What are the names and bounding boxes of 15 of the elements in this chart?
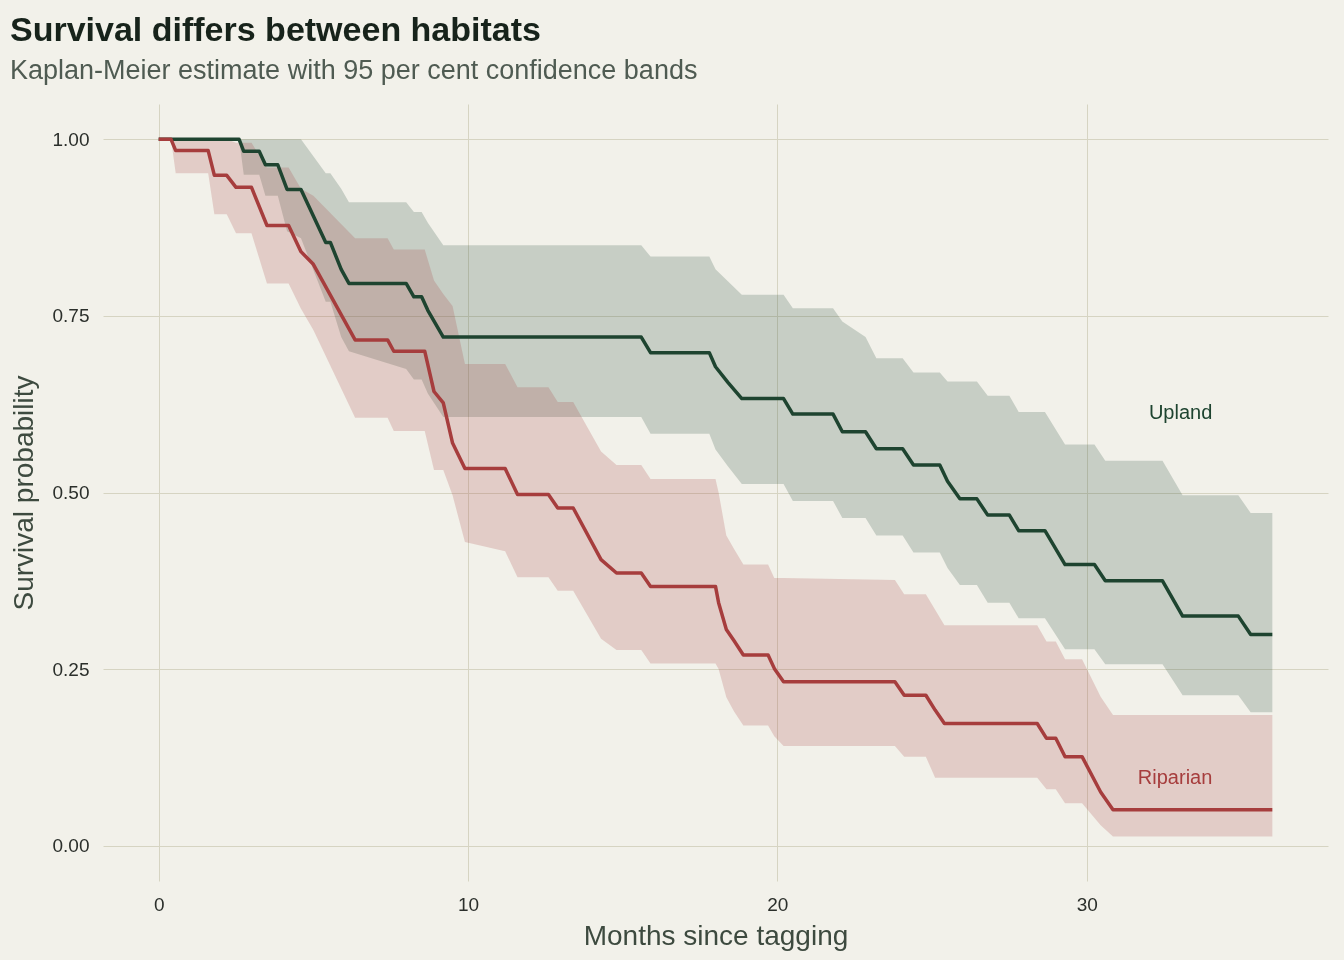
chart-title: Survival differs between habitats: [10, 10, 541, 48]
x-tick-label: 30: [1076, 893, 1098, 915]
x-tick-label: 0: [153, 893, 165, 915]
y-tick-label: 0.25: [52, 658, 90, 680]
y-tick-label: 0.50: [52, 482, 90, 503]
y-tick-label: 1.00: [52, 128, 90, 150]
x-tick-label: 10: [457, 893, 480, 915]
x-axis-title: Months since tagging: [583, 919, 849, 951]
series-label: Riparian: [1137, 765, 1213, 788]
y-tick-label: 0.75: [52, 305, 90, 327]
chart-subtitle: Kaplan-Meier estimate with 95 per cent confidence bands: [10, 55, 698, 85]
x-tick-label: 20: [767, 893, 789, 915]
y-tick-label: 0.00: [52, 835, 90, 857]
text: Upland: [1148, 400, 1213, 423]
y-axis-title: Survival probability: [7, 375, 39, 611]
